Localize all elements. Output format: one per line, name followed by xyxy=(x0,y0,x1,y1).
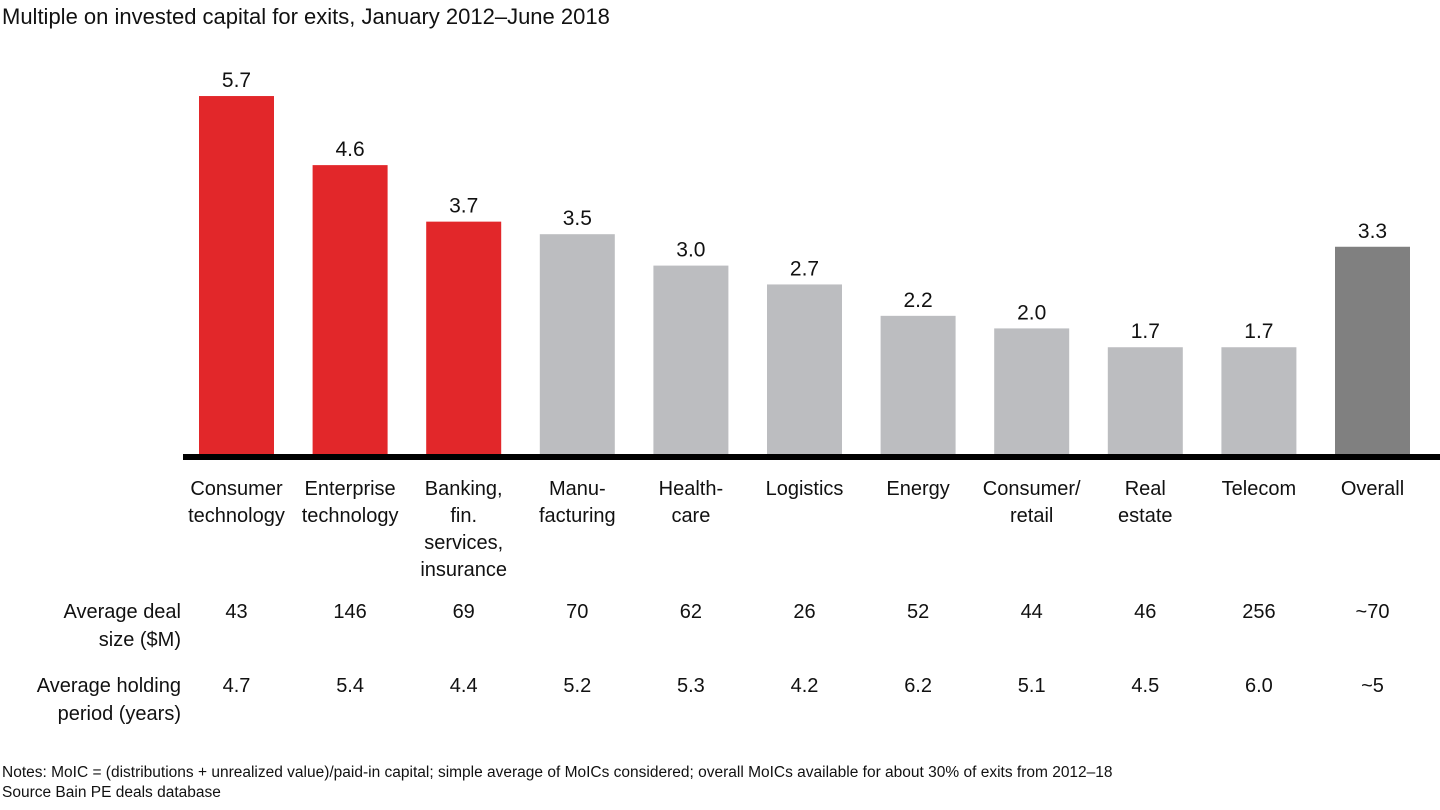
category-label: Telecom xyxy=(1221,478,1297,500)
category-label: Consumer technology xyxy=(188,478,285,527)
table-cell: 52 xyxy=(906,601,930,623)
table-cell: 5.1 xyxy=(1017,675,1046,697)
category-label: Real estate xyxy=(1118,478,1173,527)
table-cell: 44 xyxy=(1020,601,1043,623)
bar-value-label: 3.3 xyxy=(1358,220,1387,243)
table-row-label: Average deal size ($M) xyxy=(63,601,182,651)
table-cell: 46 xyxy=(1134,601,1157,623)
bar xyxy=(1335,246,1410,454)
table-cell: 26 xyxy=(793,601,816,623)
table-cell: 70 xyxy=(566,601,589,623)
table-cell: 5.4 xyxy=(336,675,364,697)
bar xyxy=(767,284,842,454)
bar-value-label: 2.0 xyxy=(1017,301,1046,324)
bar xyxy=(1221,347,1297,454)
chart-title: Multiple on invested capital for exits, … xyxy=(2,4,610,29)
table-cell: 4.2 xyxy=(790,675,819,697)
footnotes: Notes: MoIC = (distributions + unrealize… xyxy=(2,763,1113,803)
category-label: Overall xyxy=(1340,478,1405,500)
category-label: Banking, fin. services, insurance xyxy=(420,478,508,581)
table-cell: 6.2 xyxy=(904,675,932,697)
bars-group xyxy=(199,96,1410,454)
bar xyxy=(994,328,1070,454)
bar xyxy=(539,234,615,454)
bar xyxy=(312,165,388,454)
bar xyxy=(880,315,956,454)
table-cell: 256 xyxy=(1242,601,1276,623)
table-cell: 5.3 xyxy=(676,675,705,697)
bar-value-label: 5.7 xyxy=(222,69,251,92)
bar-value-label: 3.0 xyxy=(676,239,705,262)
table-cell: 43 xyxy=(225,601,248,623)
category-label: Health- care xyxy=(658,478,724,527)
category-label: Logistics xyxy=(765,478,844,500)
table-cell: 62 xyxy=(679,601,703,623)
category-label: Enterprise technology xyxy=(301,478,399,527)
table-cell: 4.7 xyxy=(222,675,251,697)
table-cell: 5.2 xyxy=(563,675,592,697)
category-label: Consumer/ retail xyxy=(982,478,1081,527)
source-text: Source Bain PE deals database xyxy=(2,784,221,801)
table-cell: ~70 xyxy=(1355,601,1390,623)
bar-value-label: 1.7 xyxy=(1244,320,1273,343)
bar-value-label: 3.7 xyxy=(449,195,478,218)
category-label: Energy xyxy=(886,478,950,500)
table-cell: ~5 xyxy=(1361,675,1384,697)
bar-value-label: 3.5 xyxy=(563,207,592,230)
table-cell: 4.5 xyxy=(1131,675,1160,697)
bar-value-label: 2.7 xyxy=(790,257,819,280)
category-label: Manu- facturing xyxy=(538,478,616,527)
bar-value-label: 1.7 xyxy=(1131,320,1160,343)
table-cell: 69 xyxy=(452,601,475,623)
table-row-label: Average holding period (years) xyxy=(36,675,181,725)
bar xyxy=(653,265,729,454)
table-cell: 146 xyxy=(333,601,367,623)
bar xyxy=(199,96,274,454)
bar-value-label: 2.2 xyxy=(903,289,932,312)
bar-value-label: 4.6 xyxy=(335,138,364,161)
bar xyxy=(426,221,502,454)
table-cell: 4.4 xyxy=(449,675,478,697)
notes-text: Notes: MoIC = (distributions + unrealize… xyxy=(2,764,1113,781)
bar xyxy=(1107,347,1183,454)
value-labels-group: 5.7 4.6 3.7 3.5 3.0 2.7 2.2 2.0 1.7 1.7 3.3 xyxy=(222,69,1387,343)
table-cell: 6.0 xyxy=(1244,675,1273,697)
